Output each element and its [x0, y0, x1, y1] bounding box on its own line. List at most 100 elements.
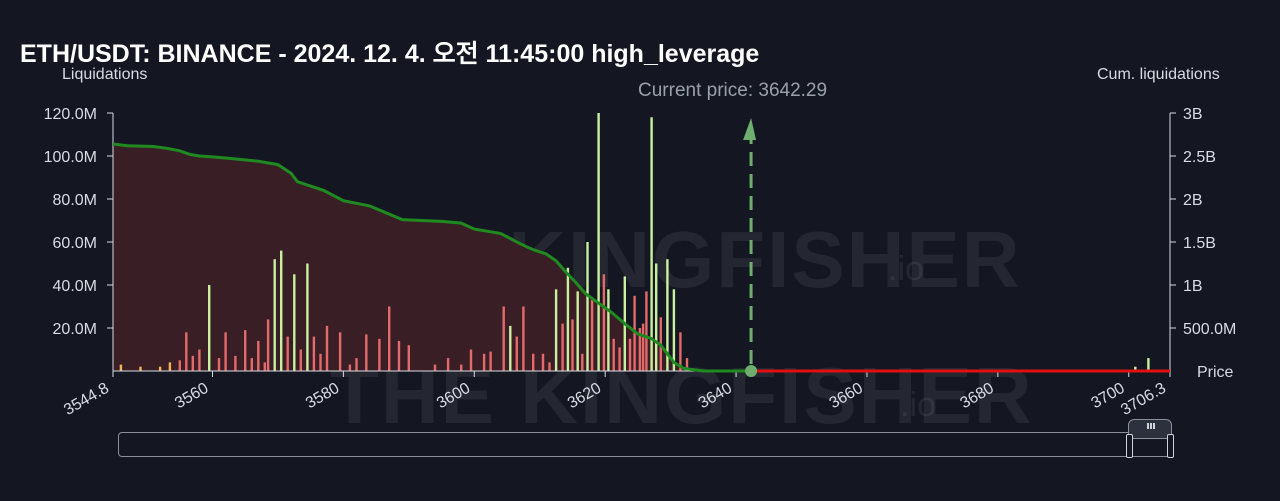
current-price-dot — [745, 365, 758, 377]
liquidation-bar — [263, 362, 266, 371]
liquidation-bar — [299, 349, 302, 371]
range-slider-grip[interactable] — [1128, 419, 1172, 439]
left-axis-title: Liquidations — [62, 66, 148, 83]
liquidation-bar — [446, 358, 450, 371]
liquidation-bar — [628, 338, 632, 372]
right-tick-label: 1B — [1183, 278, 1203, 295]
left-tick-label: 60.0M — [53, 235, 97, 252]
liquidation-bar — [618, 347, 621, 371]
liquidation-bar — [234, 355, 237, 371]
x-tick-label: 3680 — [958, 380, 997, 413]
liquidation-bar — [548, 362, 551, 371]
liquidation-bar — [1147, 358, 1150, 371]
right-tick-label: 3B — [1183, 106, 1203, 123]
liquidation-bar — [581, 353, 584, 371]
x-tick-label: 3600 — [434, 380, 473, 413]
line-layer — [112, 142, 1170, 373]
liquidation-bar — [638, 328, 642, 371]
liquidation-bar — [1134, 366, 1137, 371]
liquidation-bar — [571, 319, 574, 371]
liquidation-bar — [178, 360, 181, 372]
x-tick-label: 3660 — [827, 380, 866, 413]
liquidation-bar — [590, 300, 594, 371]
liquidation-bar — [460, 364, 463, 371]
liquidation-bar — [306, 263, 309, 371]
liquidation-bar — [541, 353, 545, 371]
current-price-arrow — [743, 118, 757, 140]
x-tick-label: 3706.3 — [1118, 380, 1169, 419]
liquidation-bar — [168, 362, 172, 371]
range-slider-track[interactable] — [118, 432, 1172, 457]
liquidation-bar — [489, 351, 492, 371]
liquidation-bar — [325, 325, 329, 371]
liquidation-bar — [338, 332, 342, 371]
liquidation-bar — [139, 366, 142, 371]
liquidation-bar — [185, 332, 188, 371]
liquidation-bar — [286, 336, 289, 371]
right-tick-label: 500.0M — [1183, 321, 1236, 338]
liquidation-bar — [554, 289, 558, 371]
left-tick-label: 40.0M — [53, 278, 97, 295]
liquidation-bar — [280, 250, 283, 371]
liquidation-bar — [561, 323, 564, 371]
liquidation-bar — [469, 349, 473, 371]
left-tick-label: 120.0M — [44, 106, 97, 123]
range-slider-left-handle[interactable] — [1126, 434, 1133, 458]
liquidation-bar — [257, 340, 260, 371]
liquidation-bar — [348, 364, 352, 371]
liquidation-bar — [685, 358, 689, 371]
liquidation-bar — [355, 358, 358, 371]
liquidation-bar — [407, 345, 410, 371]
liquidation-bar — [365, 334, 368, 371]
x-tick-label: 3580 — [303, 380, 342, 413]
liquidation-bar — [482, 353, 486, 371]
liquidation-bar — [612, 338, 615, 372]
watermark-suffix: .io — [888, 250, 924, 288]
liquidation-bar — [217, 358, 221, 371]
left-tick-label: 20.0M — [53, 321, 97, 338]
liquidation-bar — [266, 319, 270, 371]
liquidation-bar — [522, 306, 525, 371]
liquidation-bar — [293, 274, 296, 372]
liquidation-bar — [378, 338, 381, 372]
left-tick-label: 100.0M — [44, 149, 97, 166]
liquidation-bar — [650, 117, 653, 371]
right-tick-label: 2B — [1183, 192, 1203, 209]
liquidation-bar — [566, 267, 570, 371]
liquidation-bar — [532, 353, 535, 371]
cum-liquidations-line-below — [112, 142, 752, 373]
liquidation-bar — [666, 259, 669, 371]
liquidation-bar — [191, 355, 194, 371]
liquidation-bar — [607, 289, 610, 371]
liquidation-bar — [273, 259, 276, 371]
x-tick-label: 3640 — [696, 380, 735, 413]
right-tick-label: 2.5B — [1183, 149, 1216, 166]
liquidation-bar — [597, 113, 600, 371]
range-slider-right-handle[interactable] — [1167, 434, 1174, 458]
liquidation-bar — [602, 274, 606, 372]
liquidation-bar — [655, 263, 658, 371]
liquidation-bar — [158, 366, 162, 371]
current-price-label: Current price: 3642.29 — [638, 80, 828, 101]
x-tick-label: 3544.8 — [61, 380, 112, 419]
liquidation-bar — [244, 330, 247, 371]
liquidation-bar — [208, 285, 211, 371]
right-tick-label: 1.5B — [1183, 235, 1216, 252]
left-tick-label: 80.0M — [53, 192, 97, 209]
liquidation-bar — [576, 291, 579, 371]
liquidation-bar — [586, 242, 589, 371]
liquidation-bar — [312, 336, 316, 371]
liquidation-bar — [633, 295, 636, 372]
liquidation-bar — [641, 323, 645, 371]
liquidation-bar — [679, 332, 682, 371]
liquidation-bar — [645, 291, 648, 371]
watermark-suffix-lower: .io — [900, 386, 936, 424]
x-tick-label: 3620 — [565, 380, 604, 413]
liquidation-bar — [224, 332, 227, 371]
right-axis-title: Cum. liquidations — [1097, 66, 1220, 83]
x-tick-label: 3560 — [172, 380, 211, 413]
liquidation-bar — [502, 306, 505, 371]
liquidation-bar — [250, 358, 253, 371]
